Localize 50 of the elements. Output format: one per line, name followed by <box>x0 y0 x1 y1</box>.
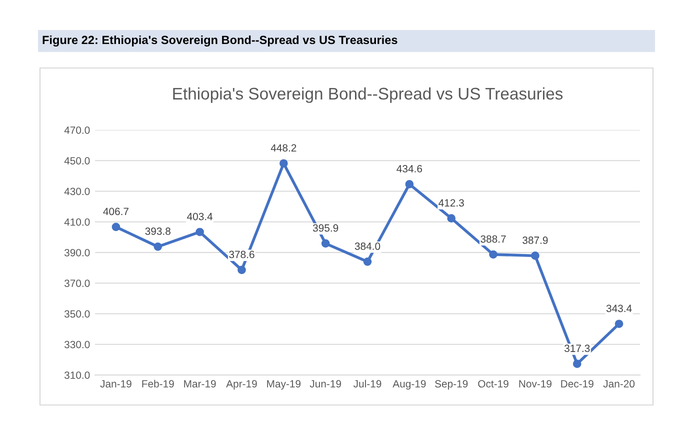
data-label: 388.7 <box>480 235 506 243</box>
data-label: 378.6 <box>229 250 254 258</box>
point <box>321 239 330 248</box>
data-label: 387.9 <box>522 236 548 244</box>
y-tick-label: 470.0 <box>64 126 90 134</box>
point <box>363 258 372 266</box>
x-tick-label: Jun-19 <box>310 380 342 388</box>
x-tick-label: Apr-19 <box>226 380 257 390</box>
chart-title: Ethiopia's Sovereign Bond--Spread vs US Treasuries <box>173 87 563 103</box>
point <box>154 242 162 251</box>
x-tick-label: Oct-19 <box>478 380 508 388</box>
data-label: 434.6 <box>396 165 422 172</box>
point <box>531 252 540 260</box>
data-label: 412.3 <box>438 199 464 207</box>
y-tick-label: 450.0 <box>64 157 90 164</box>
point <box>405 180 414 188</box>
point <box>489 250 498 259</box>
data-label: 403.4 <box>187 212 213 220</box>
x-tick-label: Jan-20 <box>603 380 635 388</box>
y-tick-label: 370.0 <box>64 280 90 287</box>
x-tick-label: Nov-19 <box>519 380 552 388</box>
point <box>112 222 120 232</box>
point <box>279 159 288 168</box>
x-tick-label: Aug-19 <box>392 380 426 390</box>
point <box>572 360 582 368</box>
data-label: 393.8 <box>145 228 170 235</box>
x-tick-label: Jul-19 <box>353 380 382 388</box>
x-tick-label: Jan-19 <box>100 380 132 388</box>
point <box>238 266 246 274</box>
y-tick-label: 430.0 <box>64 188 90 196</box>
x-tick-label: Feb-19 <box>142 380 174 388</box>
caption: Figure 22: Ethiopia's Sovereign Bond--Spread vs US Treasuries <box>42 35 398 47</box>
y-tick-label: 390.0 <box>64 249 90 256</box>
x-tick-label: Mar-19 <box>184 380 216 388</box>
data-label: 448.2 <box>270 144 296 152</box>
data-label: 406.7 <box>103 208 128 216</box>
y-tick-label: 410.0 <box>64 218 90 226</box>
data-label: 395.9 <box>312 224 338 232</box>
y-tick-label: 350.0 <box>64 310 90 318</box>
point <box>196 228 204 236</box>
y-tick-label: 310.0 <box>64 372 90 379</box>
data-label: 343.4 <box>606 304 632 312</box>
data-label: 317.3 <box>564 344 590 352</box>
x-tick-label: Dec-19 <box>561 380 594 388</box>
x-tick-label: Sep-19 <box>435 380 468 390</box>
y-tick-label: 330.0 <box>64 340 90 348</box>
point <box>614 320 624 328</box>
data-label: 384.0 <box>354 242 380 250</box>
x-tick-label: May-19 <box>267 380 301 390</box>
point <box>447 214 456 223</box>
